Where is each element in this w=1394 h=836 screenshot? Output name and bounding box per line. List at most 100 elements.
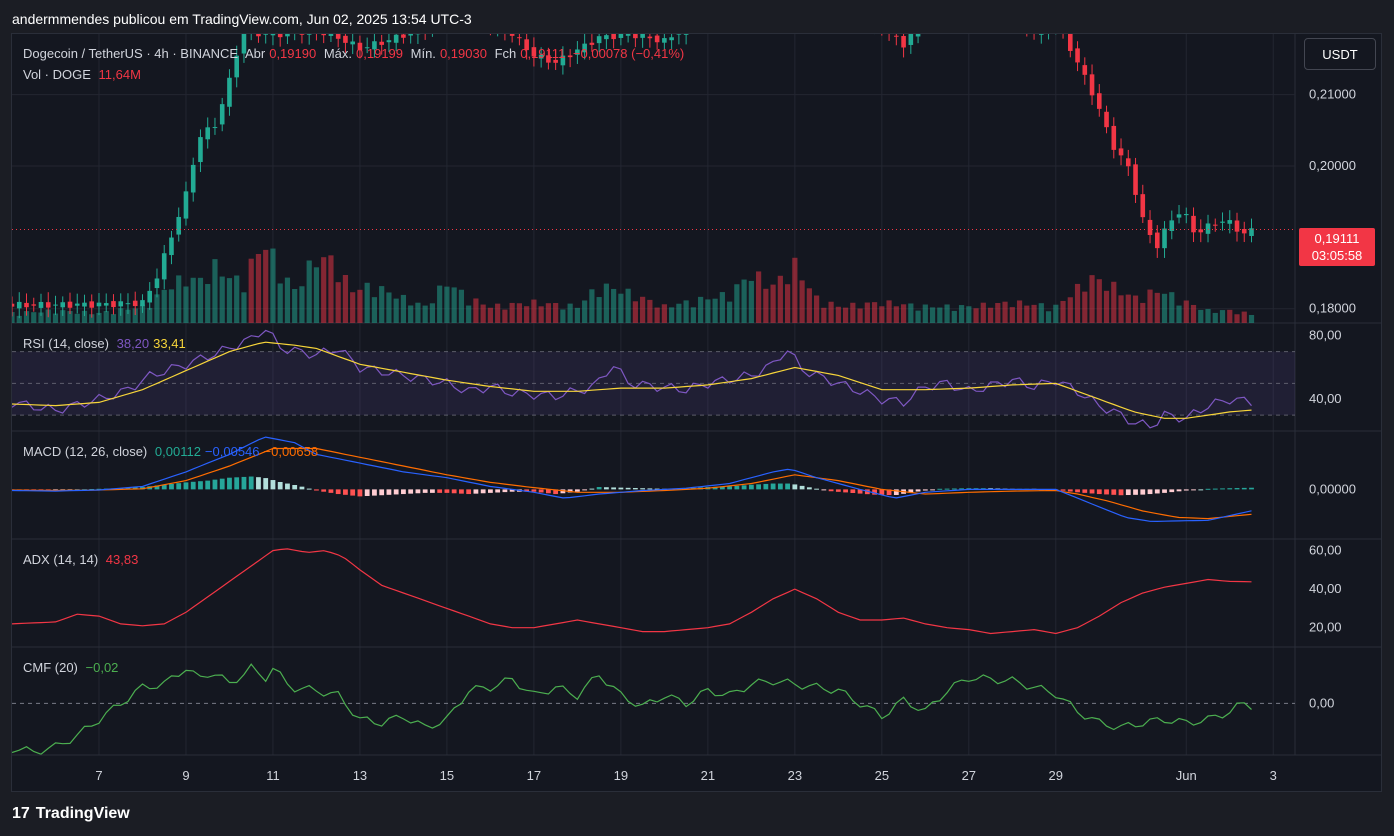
candle-body xyxy=(654,35,660,43)
macd-histogram-bar xyxy=(741,485,747,490)
volume-bar xyxy=(719,292,725,323)
price-tick-label: 0,20000 xyxy=(1309,158,1356,173)
macd-histogram-bar xyxy=(1212,488,1218,490)
tradingview-logo[interactable]: 17 TradingView xyxy=(12,805,130,823)
candle-body xyxy=(531,47,537,57)
volume-bar xyxy=(553,303,559,323)
volume-bar xyxy=(1089,275,1095,323)
volume-bar xyxy=(929,307,936,323)
volume-bar xyxy=(386,292,392,323)
volume-bar xyxy=(1212,312,1218,323)
candle-body xyxy=(176,216,182,235)
date-tick-label: 19 xyxy=(614,768,628,783)
volume-bar xyxy=(980,302,986,323)
macd-histogram-bar xyxy=(792,484,798,490)
candle-body xyxy=(140,300,145,307)
macd-histogram-bar xyxy=(872,489,877,495)
volume-bar xyxy=(212,259,218,323)
volume-bar xyxy=(770,284,776,323)
candle-body xyxy=(894,35,899,37)
macd-histogram-bar xyxy=(466,489,472,495)
macd-histogram-bar xyxy=(335,489,341,495)
volume-bar xyxy=(1227,309,1233,323)
macd-histogram-bar xyxy=(430,489,435,493)
macd-histogram-bar xyxy=(959,488,964,490)
volume-bar xyxy=(966,306,972,323)
volume-bar xyxy=(625,288,631,323)
macd-histogram-bar xyxy=(821,489,827,491)
volume-bar xyxy=(38,312,44,323)
macd-histogram-bar xyxy=(1096,489,1102,495)
macd-title: MACD (12, 26, close) xyxy=(23,444,148,459)
currency-button[interactable]: USDT xyxy=(1304,38,1376,70)
candle-body xyxy=(1191,215,1196,233)
volume-bar xyxy=(777,275,783,323)
volume-bar xyxy=(1241,311,1247,323)
volume-bar xyxy=(676,303,682,323)
candle-body xyxy=(524,39,529,51)
candle-body xyxy=(1198,229,1204,233)
volume-bar xyxy=(821,307,827,323)
volume-bar xyxy=(23,311,30,323)
volume-bar xyxy=(234,275,240,323)
macd-histogram-bar xyxy=(1147,489,1153,495)
macd-histogram-bar xyxy=(1082,489,1088,493)
candle-body xyxy=(343,35,348,43)
macd-histogram-bar xyxy=(524,489,530,492)
macd-histogram-bar xyxy=(408,489,414,494)
volume-bar xyxy=(632,301,638,323)
volume-bar xyxy=(937,307,943,323)
volume-bar xyxy=(582,300,588,323)
candle-body xyxy=(1140,194,1146,218)
adx-legend: ADX (14, 14) 43,83 xyxy=(23,552,142,567)
volume-bar xyxy=(915,310,921,323)
volume-bar xyxy=(1132,295,1139,323)
price-tick-label: 0,21000 xyxy=(1309,87,1356,102)
macd-histogram-bar xyxy=(850,489,856,493)
macd-histogram-bar xyxy=(545,489,551,494)
candle-body xyxy=(31,304,37,306)
candle-body xyxy=(1227,220,1233,224)
macd-histogram-bar xyxy=(1133,489,1138,495)
macd-histogram-bar xyxy=(292,485,298,490)
macd-histogram-bar xyxy=(422,489,428,493)
volume-bar xyxy=(408,305,414,323)
candles-group xyxy=(12,34,1254,319)
candle-body xyxy=(901,35,906,48)
candle-body xyxy=(611,34,616,40)
macd-histogram-bar xyxy=(1060,489,1066,491)
candle-body xyxy=(45,302,51,308)
candle-body xyxy=(604,35,609,40)
volume-bar xyxy=(306,260,312,323)
candle-body xyxy=(517,37,522,39)
macd-histogram-bar xyxy=(632,488,638,490)
chart-canvas[interactable]: 7 9 11 13 15 17 19 21 23 25 27 29 Jun 3 0,21000 0,20000… xyxy=(12,34,1381,791)
candle-body xyxy=(256,34,261,37)
adx-tick-label: 20,00 xyxy=(1309,620,1342,635)
macd-histogram-bar xyxy=(734,485,740,490)
macd-histogram-bar xyxy=(509,489,515,492)
macd-histogram-bar xyxy=(1249,487,1254,490)
volume-bar xyxy=(364,282,370,323)
rsi-ma-line xyxy=(12,341,1252,419)
volume-bar xyxy=(1053,304,1059,323)
candle-body xyxy=(625,34,631,36)
macd-histogram-value: 0,00112 xyxy=(154,444,201,459)
volume-bar xyxy=(154,294,160,323)
volume-bar xyxy=(589,289,595,323)
date-tick-label: 11 xyxy=(266,768,280,783)
volume-bar xyxy=(103,311,109,323)
candle-body xyxy=(212,127,218,129)
macd-histogram-bar xyxy=(531,489,537,492)
candle-body xyxy=(16,301,22,309)
volume-bar xyxy=(973,308,979,323)
volume-bar xyxy=(1096,279,1102,323)
volume-bar xyxy=(89,314,95,323)
volume-bar xyxy=(473,298,479,323)
macd-histogram-bar xyxy=(1227,488,1233,490)
volume-bar xyxy=(67,311,73,323)
candle-body xyxy=(357,42,363,51)
macd-histogram-bar xyxy=(190,481,196,490)
candle-body xyxy=(1154,232,1160,249)
volume-bar xyxy=(944,304,950,323)
